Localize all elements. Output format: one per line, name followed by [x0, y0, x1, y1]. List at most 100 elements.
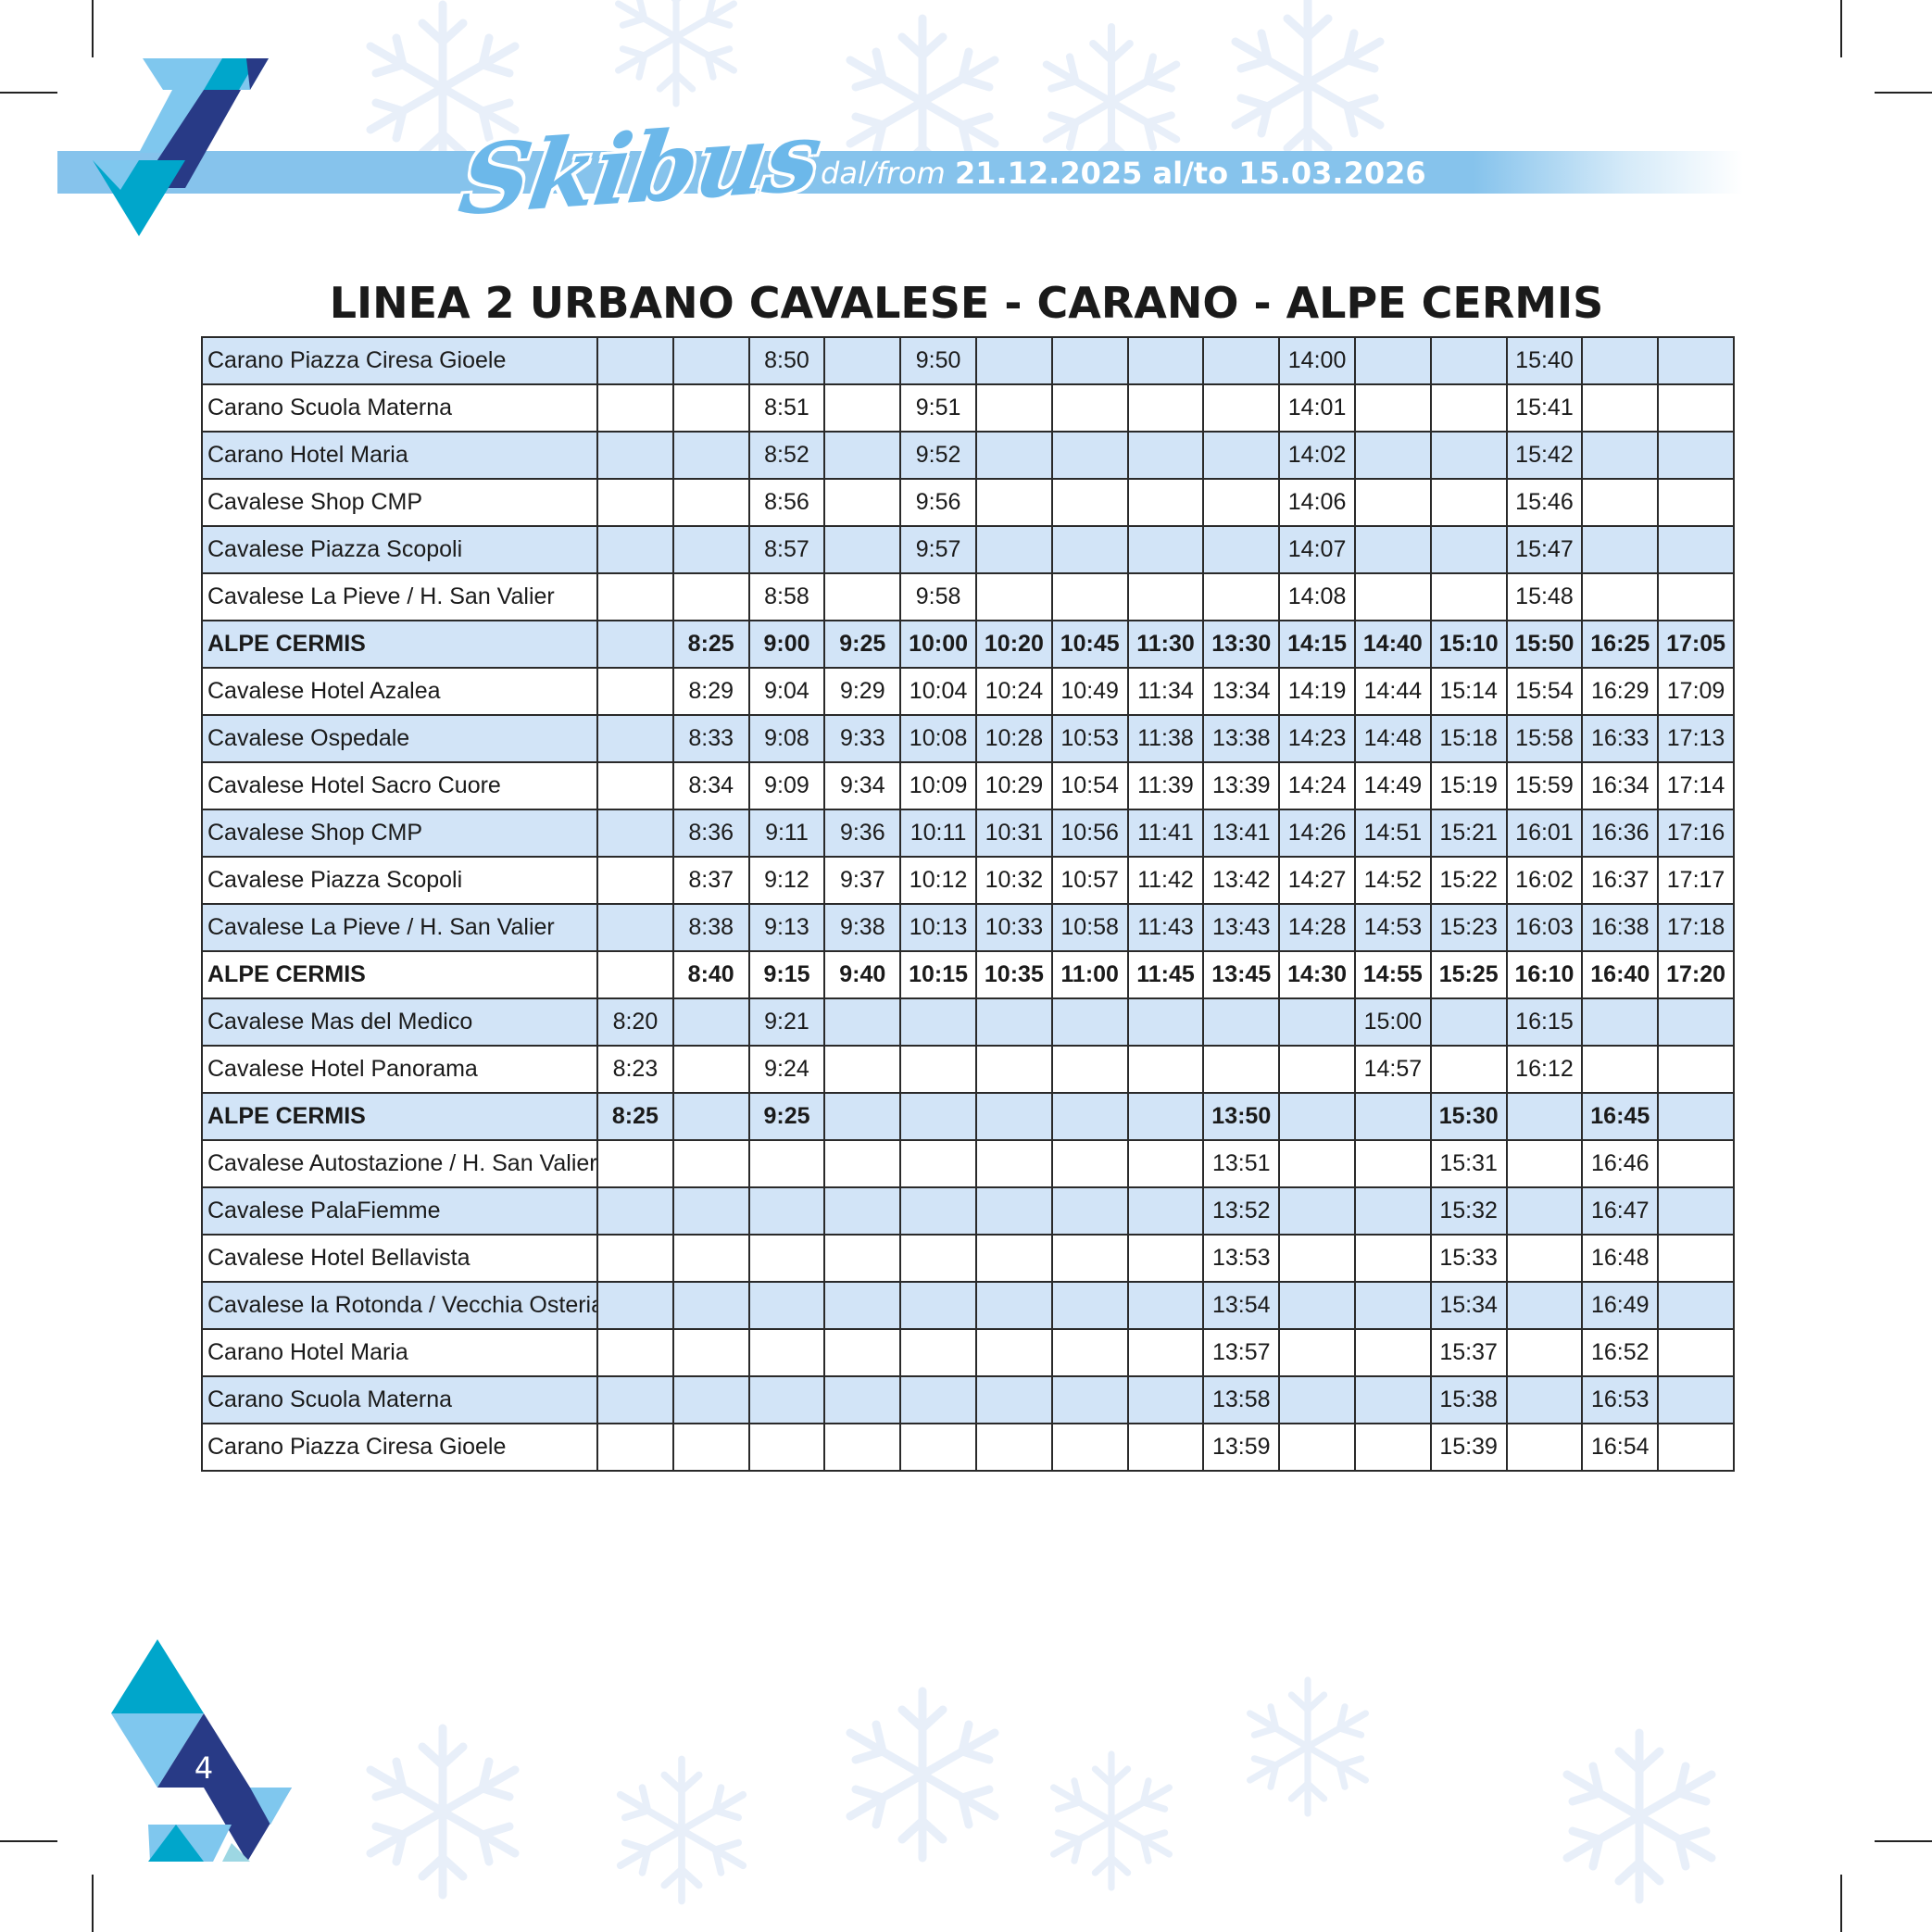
time-cell: 14:24: [1278, 761, 1356, 810]
time-cell: [596, 667, 674, 716]
time-cell: 9:40: [823, 950, 902, 999]
time-cell: [974, 1328, 1053, 1377]
time-cell: [823, 525, 902, 574]
crop-mark: [0, 92, 57, 94]
time-cell: 8:40: [671, 950, 750, 999]
time-cell: 14:00: [1278, 336, 1356, 385]
time-cell: [974, 336, 1053, 385]
time-cell: [1050, 997, 1129, 1047]
table-row: Cavalese Autostazione / H. San Valier 13:…: [201, 1139, 1735, 1188]
time-cell: 11:38: [1126, 714, 1205, 763]
time-cell: 15:22: [1429, 856, 1508, 905]
time-cell: 17:16: [1657, 809, 1735, 858]
time-cell: 8:36: [671, 809, 750, 858]
time-cell: [1581, 478, 1660, 527]
time-cell: [974, 997, 1053, 1047]
time-cell: [1202, 478, 1281, 527]
time-cell: 9:15: [747, 950, 826, 999]
time-cell: 15:48: [1505, 572, 1584, 621]
time-cell: 16:03: [1505, 903, 1584, 952]
table-row: ALPE CERMIS 8:25 9:25 13:50 15:30 16:45: [201, 1092, 1735, 1141]
stop-name-cell: Carano Scuola Materna: [201, 1375, 598, 1424]
time-cell: 11:41: [1126, 809, 1205, 858]
time-cell: [1581, 525, 1660, 574]
time-cell: 9:25: [747, 1092, 826, 1141]
time-cell: 8:25: [596, 1092, 674, 1141]
stop-name-cell: Cavalese Piazza Scopoli: [201, 525, 598, 574]
time-cell: [596, 478, 674, 527]
time-cell: 11:34: [1126, 667, 1205, 716]
time-cell: [823, 1186, 902, 1236]
time-cell: [1278, 1328, 1356, 1377]
time-cell: [1050, 1328, 1129, 1377]
time-cell: 14:49: [1353, 761, 1432, 810]
time-cell: 16:45: [1581, 1092, 1660, 1141]
time-cell: [1581, 383, 1660, 433]
time-cell: 11:45: [1126, 950, 1205, 999]
time-cell: 13:59: [1202, 1423, 1281, 1472]
time-cell: [1126, 1375, 1205, 1424]
time-cell: [671, 1186, 750, 1236]
time-cell: 16:53: [1581, 1375, 1660, 1424]
time-cell: [974, 525, 1053, 574]
time-cell: [1050, 431, 1129, 480]
time-cell: [974, 431, 1053, 480]
table-row: Carano Piazza Ciresa Gioele 8:50 9:50 14:00…: [201, 336, 1735, 385]
time-cell: [1126, 431, 1205, 480]
time-cell: 9:34: [823, 761, 902, 810]
time-cell: [1126, 1234, 1205, 1283]
time-cell: 9:37: [823, 856, 902, 905]
time-cell: [1050, 1281, 1129, 1330]
time-cell: 10:15: [899, 950, 977, 999]
time-cell: [1353, 1423, 1432, 1472]
time-cell: 15:50: [1505, 620, 1584, 669]
time-cell: [671, 1423, 750, 1472]
time-cell: 8:25: [671, 620, 750, 669]
time-cell: [596, 903, 674, 952]
time-cell: 17:18: [1657, 903, 1735, 952]
time-cell: 16:40: [1581, 950, 1660, 999]
time-cell: 15:40: [1505, 336, 1584, 385]
stop-name-cell: Cavalese Mas del Medico: [201, 997, 598, 1047]
time-cell: [1202, 431, 1281, 480]
time-cell: 10:56: [1050, 809, 1129, 858]
time-cell: [671, 997, 750, 1047]
time-cell: 15:42: [1505, 431, 1584, 480]
time-cell: [1126, 383, 1205, 433]
time-cell: 10:20: [974, 620, 1053, 669]
time-cell: 8:57: [747, 525, 826, 574]
time-cell: [1126, 478, 1205, 527]
stop-name-cell: Cavalese Ospedale: [201, 714, 598, 763]
stop-name-cell: Cavalese PalaFiemme: [201, 1186, 598, 1236]
time-cell: 15:19: [1429, 761, 1508, 810]
time-cell: 15:21: [1429, 809, 1508, 858]
time-cell: 15:10: [1429, 620, 1508, 669]
time-cell: 11:42: [1126, 856, 1205, 905]
time-cell: [1278, 1423, 1356, 1472]
stop-name-cell: Carano Piazza Ciresa Gioele: [201, 336, 598, 385]
time-cell: 8:52: [747, 431, 826, 480]
time-cell: [974, 1186, 1053, 1236]
time-cell: [1126, 525, 1205, 574]
stop-name-cell: Carano Scuola Materna: [201, 383, 598, 433]
time-cell: 10:00: [899, 620, 977, 669]
time-cell: [1581, 1045, 1660, 1094]
time-cell: [1278, 1234, 1356, 1283]
time-cell: [1353, 383, 1432, 433]
time-cell: 9:57: [899, 525, 977, 574]
time-cell: 15:41: [1505, 383, 1584, 433]
time-cell: [974, 1045, 1053, 1094]
crop-mark: [1875, 92, 1932, 94]
time-cell: 15:37: [1429, 1328, 1508, 1377]
time-cell: [1202, 525, 1281, 574]
table-row: Cavalese Ospedale 8:33 9:08 9:33 10:08 10:28 1…: [201, 714, 1735, 763]
time-cell: 9:51: [899, 383, 977, 433]
stop-name-cell: Cavalese la Rotonda / Vecchia Osteria: [201, 1281, 598, 1330]
time-cell: [1505, 1281, 1584, 1330]
time-cell: [596, 1328, 674, 1377]
table-row: Carano Scuola Materna 13:58 15:38 16:53: [201, 1375, 1735, 1424]
time-cell: [974, 1423, 1053, 1472]
time-cell: 9:04: [747, 667, 826, 716]
time-cell: 14:40: [1353, 620, 1432, 669]
time-cell: 14:30: [1278, 950, 1356, 999]
